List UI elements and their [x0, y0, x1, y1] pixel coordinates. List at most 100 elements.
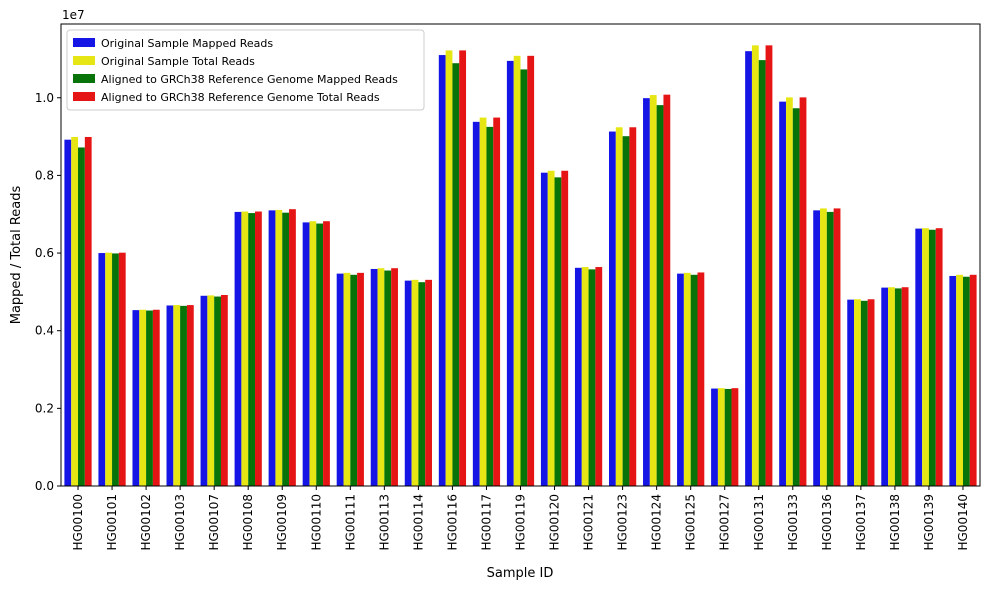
x-tick-label: HG00103: [173, 494, 187, 551]
bar-HG00140-series-4: [969, 274, 977, 486]
bar-HG00102-series-3: [146, 310, 153, 486]
x-tick-label: HG00120: [548, 494, 562, 551]
x-tick-label: HG00107: [207, 494, 221, 551]
x-tick-label: HG00123: [616, 494, 630, 551]
x-tick-label: HG00133: [786, 494, 800, 551]
x-tick-label: HG00110: [309, 494, 323, 551]
x-tick-label: HG00137: [854, 494, 868, 551]
bar-HG00101-series-2: [105, 252, 113, 486]
bar-HG00107-series-2: [207, 295, 215, 486]
x-tick-label: HG00111: [343, 494, 357, 551]
bar-HG00127-series-2: [717, 388, 725, 486]
bar-HG00131-series-2: [751, 45, 759, 487]
bar-HG00116-series-3: [452, 63, 460, 487]
x-tick-label: HG00127: [718, 494, 732, 551]
axes-layer: 0.0 0.2 0.4 0.6 0.8 1.0 HG00100 HG00101 HG00102 H…: [35, 23, 981, 551]
x-tick-label: HG00131: [752, 494, 766, 551]
x-tick-label: HG00101: [105, 494, 119, 551]
bar-HG00139-series-3: [928, 229, 936, 486]
bar-HG00103-series-3: [180, 305, 187, 486]
legend-swatch: [73, 38, 95, 47]
bar-HG00139-series-2: [922, 228, 929, 486]
x-tick-label: HG00116: [445, 494, 459, 551]
bar-HG00121-series-4: [595, 267, 603, 486]
bar-HG00116-series-4: [459, 50, 467, 487]
bar-HG00136-series-1: [813, 210, 821, 486]
x-tick-label: HG00100: [71, 494, 85, 551]
bar-HG00102-series-1: [132, 310, 140, 486]
legend-swatch: [73, 74, 95, 83]
bar-HG00114-series-1: [404, 280, 412, 486]
legend: Original Sample Mapped Reads Original Sam…: [66, 29, 425, 111]
bar-HG00127-series-3: [724, 388, 732, 486]
y-tick-label: 0.6: [35, 246, 54, 260]
legend-label: Original Sample Mapped Reads: [101, 37, 273, 50]
bar-HG00108-series-2: [241, 211, 249, 487]
bar-HG00111-series-2: [343, 272, 351, 486]
x-tick-label: HG00140: [956, 494, 970, 551]
bar-HG00114-series-3: [418, 282, 426, 486]
x-tick-label: HG00113: [377, 494, 391, 551]
bar-HG00110-series-2: [309, 221, 317, 487]
bar-HG00101-series-1: [98, 253, 106, 486]
bar-HG00117-series-3: [486, 126, 494, 486]
bar-HG00138-series-3: [894, 288, 902, 486]
bar-HG00107-series-3: [214, 296, 221, 486]
bar-HG00110-series-4: [323, 221, 330, 487]
bar-HG00117-series-1: [472, 121, 480, 486]
legend-box: [66, 29, 425, 111]
x-tick-label: HG00109: [275, 494, 289, 551]
bar-HG00119-series-4: [527, 55, 535, 486]
y-tick-label: 0.0: [35, 479, 54, 493]
x-tick-label: HG00138: [888, 494, 902, 551]
bar-HG00131-series-3: [758, 60, 766, 486]
bar-HG00121-series-2: [581, 267, 589, 486]
x-tick-label: HG00136: [820, 494, 834, 551]
x-tick-label: HG00124: [650, 494, 664, 551]
bar-HG00137-series-4: [867, 299, 875, 486]
x-tick-label: HG00117: [479, 494, 493, 551]
y-tick-label: 0.4: [35, 324, 54, 338]
bar-HG00137-series-2: [854, 299, 861, 486]
bar-HG00102-series-4: [152, 309, 160, 486]
bar-HG00119-series-3: [520, 69, 528, 487]
bar-HG00131-series-4: [765, 45, 773, 487]
bar-HG00108-series-4: [255, 211, 262, 487]
x-tick-label: HG00139: [922, 494, 936, 551]
bars-layer: [64, 45, 977, 487]
bar-HG00138-series-1: [881, 287, 889, 486]
bar-HG00114-series-4: [425, 279, 433, 486]
x-axis-label: Sample ID: [487, 566, 554, 581]
bar-HG00137-series-1: [847, 299, 855, 486]
bar-HG00101-series-3: [112, 253, 119, 486]
bar-HG00109-series-4: [289, 209, 296, 486]
bar-HG00117-series-4: [493, 117, 501, 487]
bar-HG00119-series-2: [513, 55, 521, 486]
bar-HG00123-series-3: [622, 136, 630, 486]
bar-HG00139-series-4: [935, 228, 943, 486]
bar-HG00136-series-2: [820, 208, 827, 487]
bar-HG00138-series-2: [888, 287, 895, 486]
bar-HG00127-series-1: [711, 388, 718, 486]
bar-HG00123-series-2: [615, 127, 623, 486]
bar-HG00103-series-4: [186, 305, 194, 486]
legend-swatch: [73, 56, 95, 65]
bar-HG00113-series-2: [377, 268, 385, 486]
bar-HG00110-series-3: [316, 223, 324, 486]
x-tick-label: HG00114: [411, 494, 425, 551]
bar-HG00103-series-1: [166, 305, 174, 486]
x-tick-label: HG00125: [684, 494, 698, 551]
bar-HG00138-series-4: [901, 287, 909, 486]
bar-HG00121-series-3: [588, 269, 596, 486]
bar-HG00120-series-3: [554, 177, 562, 486]
bar-HG00124-series-4: [663, 94, 671, 487]
bar-HG00103-series-2: [173, 305, 181, 486]
bar-HG00125-series-3: [690, 274, 698, 486]
bar-HG00140-series-1: [949, 275, 957, 486]
bar-HG00123-series-4: [629, 127, 637, 486]
bar-HG00125-series-1: [677, 273, 684, 486]
legend-label: Original Sample Total Reads: [101, 55, 255, 68]
bar-HG00121-series-1: [574, 267, 582, 486]
bar-HG00100-series-1: [64, 139, 72, 486]
